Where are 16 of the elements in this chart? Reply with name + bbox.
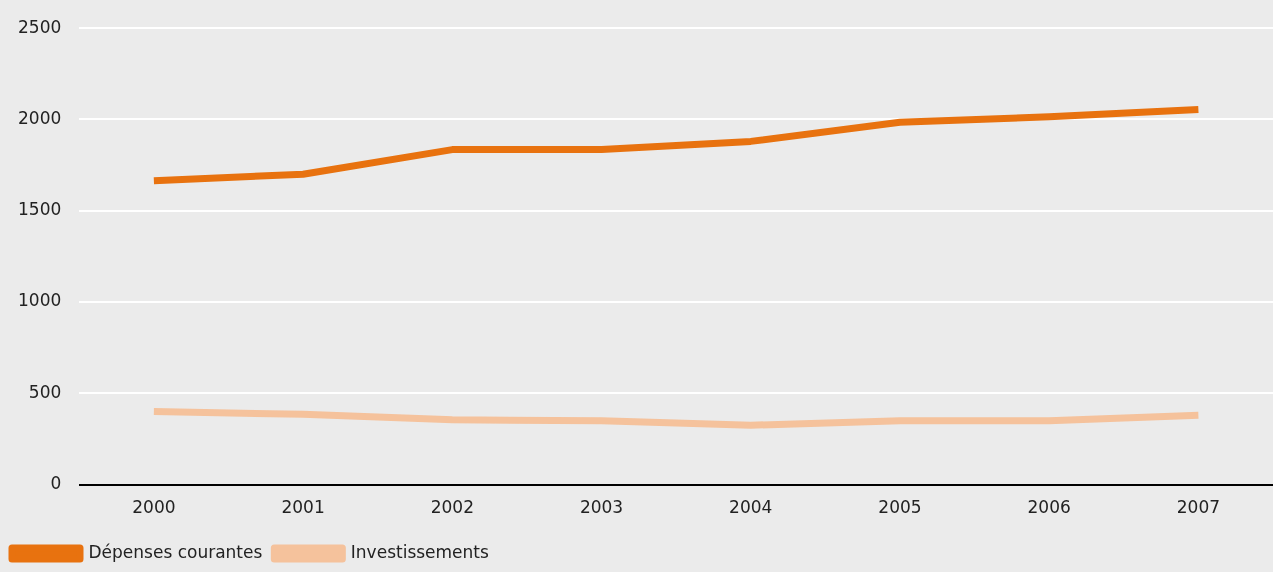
x-tick-label: 2007: [1176, 497, 1221, 518]
legend-label: Dépenses courantes: [88, 541, 263, 562]
x-tick-label: 2002: [430, 497, 474, 518]
y-tick-label: 1500: [18, 199, 62, 220]
y-tick-label: 1000: [18, 290, 62, 311]
x-tick-label: 2004: [729, 497, 773, 518]
y-tick-label: 2500: [18, 16, 62, 37]
x-tick-label: 2005: [878, 497, 922, 518]
y-tick-label: 500: [28, 381, 62, 402]
x-tick-label: 2006: [1027, 497, 1071, 518]
x-tick-label: 2000: [132, 497, 176, 518]
x-tick-label: 2001: [281, 497, 325, 518]
legend-label: Investissements: [350, 541, 490, 562]
y-tick-label: 0: [50, 473, 62, 494]
x-tick-label: 2003: [579, 497, 624, 518]
y-tick-label: 2000: [18, 107, 62, 128]
